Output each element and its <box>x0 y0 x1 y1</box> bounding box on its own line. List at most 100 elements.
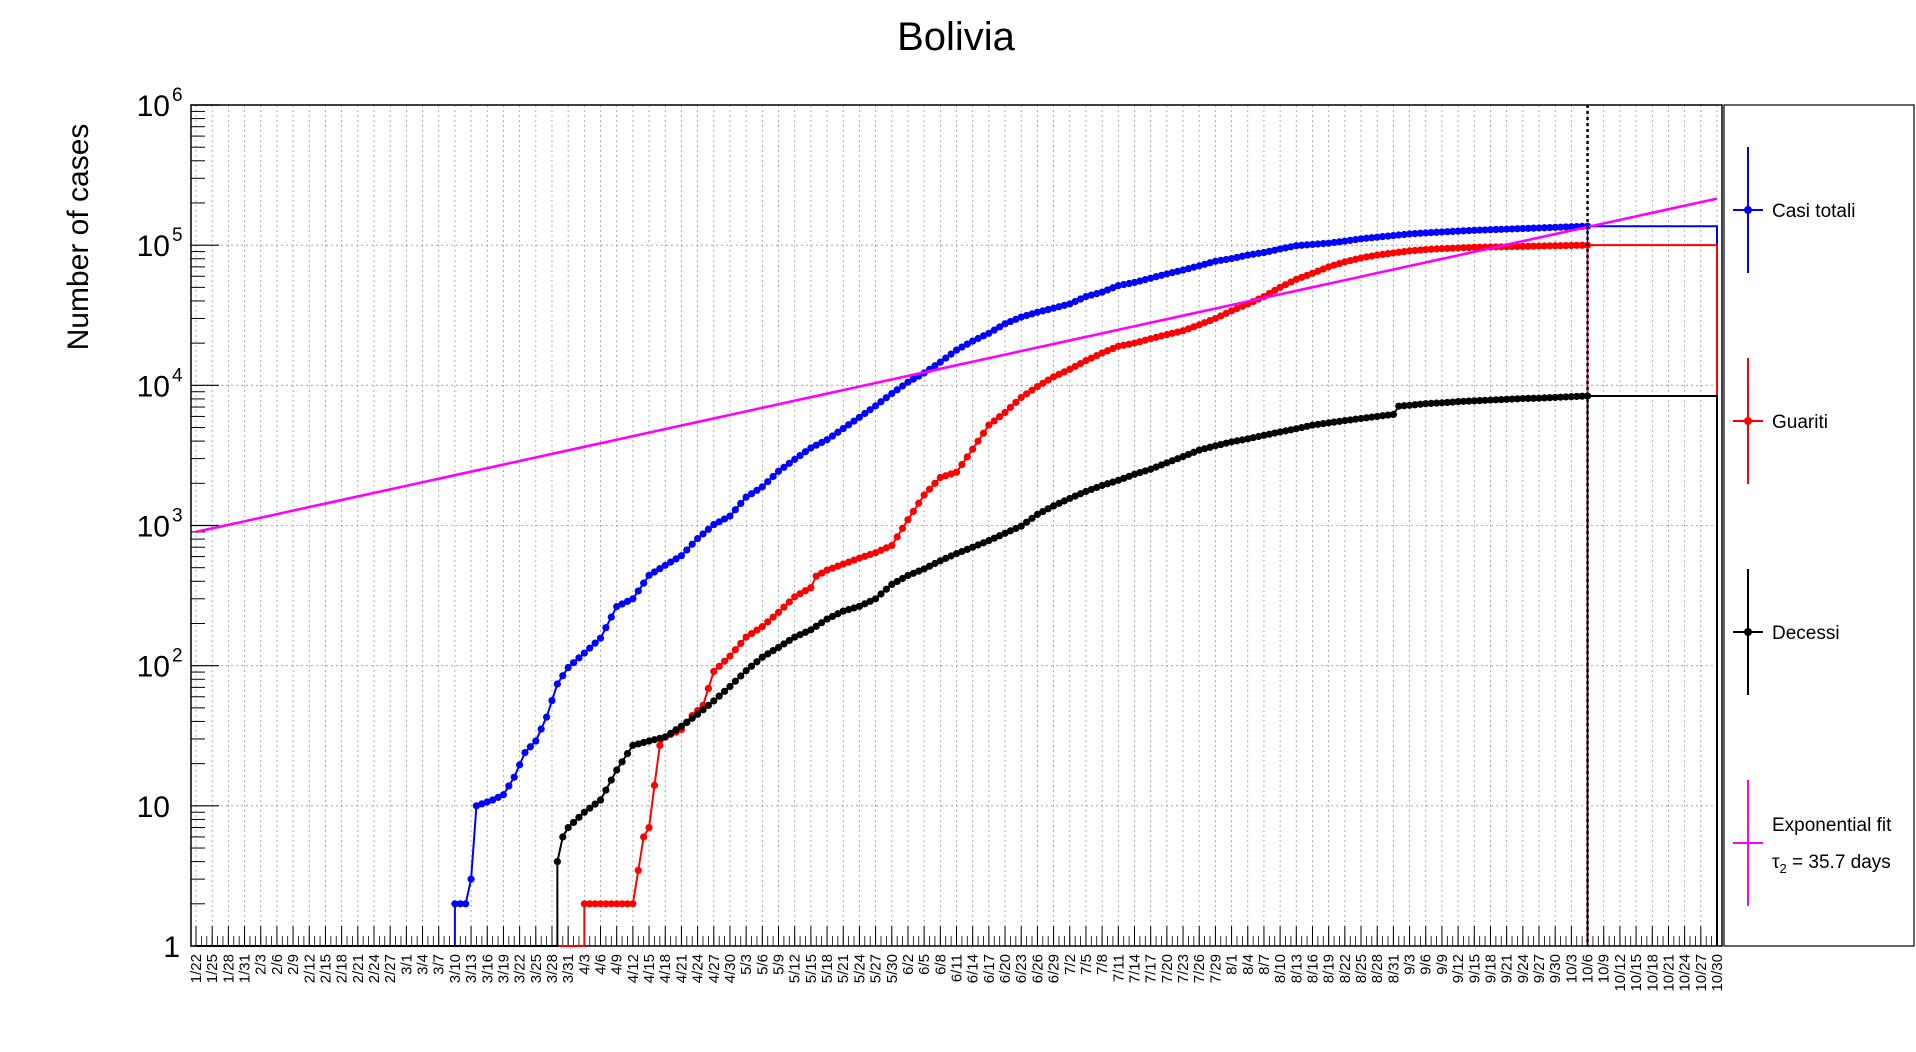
data-point <box>866 406 874 414</box>
data-point <box>1093 290 1101 298</box>
data-point <box>1378 233 1387 241</box>
data-point <box>1432 399 1441 407</box>
data-point <box>613 602 621 611</box>
data-point <box>1136 277 1144 285</box>
legend-label: Casi totali <box>1772 201 1855 222</box>
data-point <box>1152 333 1160 341</box>
data-point <box>952 550 961 558</box>
data-point <box>801 628 810 636</box>
data-point <box>1508 225 1516 233</box>
data-point <box>1147 465 1155 473</box>
data-point <box>796 631 804 639</box>
data-point <box>1556 242 1565 250</box>
data-point <box>640 738 648 747</box>
data-point <box>596 796 605 804</box>
x-tick-label: 4/27 <box>706 954 723 983</box>
data-point <box>1465 397 1473 405</box>
data-point <box>1519 242 1527 250</box>
data-point <box>737 499 745 508</box>
data-point <box>1427 228 1435 237</box>
data-point <box>791 633 799 641</box>
data-point <box>1120 280 1128 289</box>
data-point <box>1039 307 1047 315</box>
data-point <box>1195 321 1203 329</box>
data-point <box>683 718 691 726</box>
data-point <box>812 572 820 580</box>
data-point <box>1265 430 1273 438</box>
data-point <box>510 773 518 781</box>
data-point <box>796 451 804 460</box>
data-point <box>602 786 610 794</box>
data-point <box>1136 338 1144 346</box>
data-point <box>694 534 702 543</box>
data-point <box>1114 342 1122 350</box>
data-point <box>1465 243 1473 252</box>
x-tick-label: 5/12 <box>787 954 804 983</box>
data-point <box>731 506 739 514</box>
data-point <box>1120 474 1128 482</box>
x-tick-label: 7/2 <box>1062 954 1079 975</box>
data-point <box>569 659 578 667</box>
data-point <box>855 413 864 421</box>
data-point <box>1556 393 1565 401</box>
data-point <box>580 649 588 657</box>
data-point <box>1227 438 1236 446</box>
x-tick-label: 2/6 <box>269 954 286 975</box>
data-point <box>1120 341 1128 349</box>
data-point <box>909 569 917 577</box>
data-point <box>1325 419 1333 427</box>
data-point <box>764 618 772 626</box>
data-point <box>1249 434 1257 442</box>
legend: Casi totali Guariti Decessi Exponential fit… <box>1723 104 1915 947</box>
data-point <box>1287 243 1295 251</box>
data-point <box>1276 283 1284 291</box>
data-point <box>1157 271 1166 279</box>
data-point <box>996 323 1004 331</box>
data-point <box>1206 316 1214 325</box>
data-point <box>1314 240 1322 248</box>
data-point <box>742 493 750 501</box>
data-point <box>1319 265 1327 273</box>
data-point <box>591 639 599 647</box>
data-point <box>1201 260 1209 268</box>
data-point <box>823 436 831 444</box>
data-point <box>1503 225 1511 233</box>
data-point <box>1125 279 1133 288</box>
data-point <box>1147 335 1155 343</box>
data-point <box>1330 238 1338 247</box>
data-point <box>1222 255 1230 264</box>
data-point <box>1271 246 1279 254</box>
data-point <box>1481 226 1489 234</box>
data-point <box>1432 245 1441 253</box>
x-tick-label: 8/22 <box>1337 954 1354 983</box>
data-point <box>893 577 901 586</box>
data-point <box>871 402 880 410</box>
x-tick-label: 8/1 <box>1224 954 1241 975</box>
data-point <box>1362 234 1371 242</box>
data-point <box>1459 227 1468 235</box>
x-tick-label: 1/25 <box>204 954 221 983</box>
data-point <box>1060 497 1068 505</box>
data-point <box>1513 225 1522 233</box>
data-point <box>963 545 971 553</box>
data-point <box>855 602 864 610</box>
data-point <box>613 900 621 908</box>
data-point <box>1562 241 1570 250</box>
data-point <box>532 737 540 745</box>
data-point <box>1227 307 1236 315</box>
x-tick-label: 6/17 <box>981 954 998 983</box>
data-point <box>1206 259 1214 267</box>
data-point <box>710 521 718 529</box>
data-point <box>1405 247 1414 255</box>
data-point <box>1335 238 1344 246</box>
data-point <box>758 622 766 631</box>
data-point <box>1400 247 1408 256</box>
data-point <box>915 567 923 575</box>
data-point <box>1244 251 1252 259</box>
data-point <box>1233 304 1241 313</box>
data-point <box>467 875 475 883</box>
data-point <box>1287 426 1295 434</box>
data-point <box>1422 400 1430 408</box>
x-tick-label: 5/6 <box>754 954 771 975</box>
data-point <box>936 557 944 565</box>
